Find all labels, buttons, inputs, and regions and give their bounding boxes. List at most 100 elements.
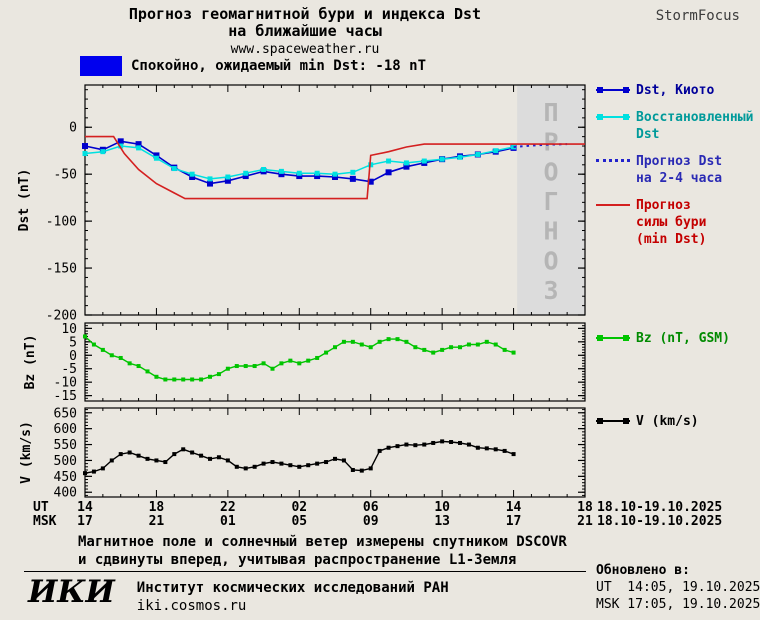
- institute-block: ИКИ Институт космических исследований РА…: [28, 575, 449, 615]
- y-tick-label: -100: [46, 215, 77, 230]
- msk-row-label: MSK: [33, 514, 57, 529]
- legend-label-dst-kyoto: Dst, Киото: [636, 83, 715, 98]
- forecast-band-letter: П: [544, 98, 559, 127]
- ut-tick-label: 14: [506, 500, 522, 515]
- status-color-swatch: [80, 56, 122, 76]
- legend-item-restored-dst: Восстановленный Dst: [596, 109, 758, 143]
- y-tick-label: -15: [54, 389, 77, 404]
- legend-label-v: V (km/s): [636, 414, 699, 429]
- legend-label-storm-force: Прогноз силы бури (min Dst): [636, 198, 707, 247]
- forecast-band-letter: Н: [544, 217, 559, 246]
- storm-status-legend: Спокойно, ожидаемый min Dst: -18 nT: [80, 56, 426, 76]
- institute-info: Институт космических исследований РАН ik…: [137, 575, 449, 615]
- y-axis-label-bz: Bz (nT): [23, 335, 38, 390]
- updated-label: Обновлено в:: [596, 563, 690, 578]
- status-text: Спокойно, ожидаемый min Dst: -18 nT: [131, 58, 427, 74]
- footnote-line-1: Магнитное поле и солнечный ветер измерен…: [78, 534, 567, 550]
- measurement-footnote: Магнитное поле и солнечный ветер измерен…: [78, 533, 567, 569]
- updated-block: Обновлено в: UT 14:05, 19.10.2025 MSK 17…: [596, 562, 760, 613]
- storm-force-marker-icon: [596, 200, 630, 211]
- panel-frame: [84, 407, 586, 498]
- forecast-band-letter: Р: [544, 128, 559, 157]
- msk-tick-label: 01: [220, 514, 236, 529]
- forecast-band: [517, 85, 585, 315]
- y-tick-label: -10: [54, 376, 77, 391]
- forecast-band-letter: З: [544, 276, 559, 305]
- y-tick-label: 400: [54, 486, 77, 501]
- series-forecast_dst: [513, 143, 568, 148]
- updated-msk: MSK 17:05, 19.10.2025: [596, 597, 760, 612]
- institute-site: iki.cosmos.ru: [136, 598, 247, 614]
- ut-tick-label: 06: [363, 500, 379, 515]
- msk-tick-label: 13: [434, 514, 450, 529]
- ut-tick-label: 02: [291, 500, 307, 515]
- legend-item-bz: Bz (nT, GSM): [596, 330, 758, 347]
- footer-divider: [24, 571, 586, 572]
- msk-tick-label: 17: [77, 514, 93, 529]
- y-axis-label-dst: Dst (nT): [17, 169, 32, 232]
- y-tick-label: 500: [54, 454, 77, 469]
- panel-frame: [84, 84, 586, 316]
- v-chart-legend: V (km/s): [596, 413, 758, 440]
- ut-tick-label: 10: [434, 500, 450, 515]
- y-tick-label: 600: [54, 422, 77, 437]
- dst-kyoto-marker-icon: [596, 85, 630, 96]
- y-tick-label: 450: [54, 470, 77, 485]
- panel-frame: [84, 322, 586, 402]
- v-marker-icon: [596, 416, 630, 427]
- legend-item-dst-kyoto: Dst, Киото: [596, 82, 758, 99]
- main-chart-legend: Dst, Киото Восстановленный Dst Прогноз D…: [596, 82, 758, 258]
- legend-item-forecast-dst: Прогноз Dst на 2-4 часа: [596, 153, 758, 187]
- ut-tick-label: 22: [220, 500, 236, 515]
- legend-item-storm-force: Прогноз силы бури (min Dst): [596, 197, 758, 248]
- iki-logo: ИКИ: [28, 574, 115, 610]
- msk-date-range: 18.10-19.10.2025: [597, 514, 722, 529]
- msk-tick-label: 21: [149, 514, 165, 529]
- title-line-2: на ближайшие часы: [228, 22, 382, 40]
- msk-tick-label: 21: [577, 514, 593, 529]
- y-tick-label: 10: [61, 322, 77, 337]
- legend-label-restored-dst: Восстановленный Dst: [636, 110, 754, 142]
- x-axis-rows: UTMSK1417182122010205060910131417182118.…: [33, 500, 722, 529]
- forecast-band-letter: Г: [544, 187, 559, 216]
- ut-row-label: UT: [33, 500, 49, 515]
- y-tick-label: 550: [54, 438, 77, 453]
- restored-dst-marker-icon: [596, 112, 630, 123]
- y-tick-label: 0: [69, 121, 77, 136]
- legend-label-forecast-dst: Прогноз Dst на 2-4 часа: [636, 154, 723, 186]
- brand-label: StormFocus: [655, 8, 740, 24]
- msk-tick-label: 17: [506, 514, 522, 529]
- ut-tick-label: 18: [577, 500, 593, 515]
- page-title: Прогноз геомагнитной бури и индекса Dst …: [60, 5, 550, 58]
- y-tick-label: -50: [54, 168, 77, 183]
- bz-marker-icon: [596, 333, 630, 344]
- msk-tick-label: 09: [363, 514, 379, 529]
- legend-item-v: V (km/s): [596, 413, 758, 430]
- y-tick-label: -5: [61, 362, 77, 377]
- forecast-band-letter: О: [544, 246, 559, 275]
- y-tick-label: 5: [69, 335, 77, 350]
- footnote-line-2: и сдвинуты вперед, учитывая распростране…: [78, 552, 517, 568]
- forecast-band-letter: О: [544, 157, 559, 186]
- msk-tick-label: 05: [291, 514, 307, 529]
- site-url: www.spaceweather.ru: [230, 42, 380, 57]
- ut-tick-label: 14: [77, 500, 93, 515]
- legend-label-bz: Bz (nT, GSM): [636, 331, 730, 346]
- y-tick-label: 650: [54, 406, 77, 421]
- forecast-dst-marker-icon: [596, 156, 630, 167]
- ut-date-range: 18.10-19.10.2025: [597, 500, 722, 515]
- y-tick-label: 0: [69, 349, 77, 364]
- y-tick-label: -150: [46, 262, 77, 277]
- institute-name: Институт космических исследований РАН: [136, 580, 449, 596]
- series-storm_force: [85, 135, 585, 200]
- title-line-1: Прогноз геомагнитной бури и индекса Dst: [128, 5, 482, 23]
- bz-chart-legend: Bz (nT, GSM): [596, 330, 758, 357]
- y-tick-label: -200: [46, 309, 77, 324]
- y-axis-label-v: V (km/s): [19, 421, 34, 484]
- ut-tick-label: 18: [149, 500, 165, 515]
